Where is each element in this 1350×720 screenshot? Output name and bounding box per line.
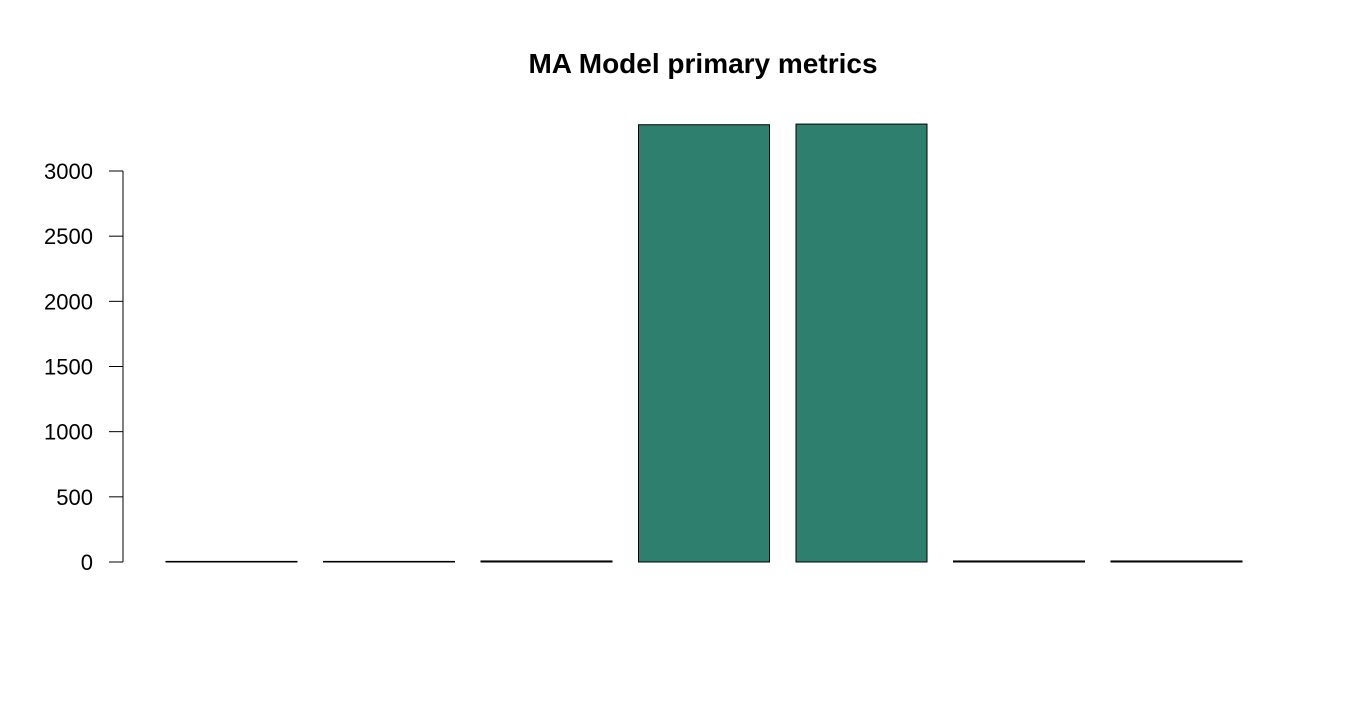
bar-3 xyxy=(480,560,613,563)
y-tick-label: 2500 xyxy=(44,224,93,249)
bar-1 xyxy=(165,560,298,563)
bar-6 xyxy=(953,560,1085,563)
bar-4 xyxy=(638,124,770,563)
y-tick-label: 1500 xyxy=(44,355,93,380)
chart-title: MA Model primary metrics xyxy=(528,48,877,79)
bar-2 xyxy=(323,560,455,563)
bars xyxy=(165,123,1243,563)
y-tick-label: 1000 xyxy=(44,420,93,445)
y-tick-label: 500 xyxy=(56,485,93,510)
y-tick-label: 3000 xyxy=(44,159,93,184)
bar-7 xyxy=(1110,560,1243,563)
y-tick-label: 2000 xyxy=(44,289,93,314)
y-tick-label: 0 xyxy=(81,550,93,575)
y-axis: 0 500 1000 1500 2000 2500 3000 xyxy=(44,159,124,575)
bar-5 xyxy=(795,123,928,563)
